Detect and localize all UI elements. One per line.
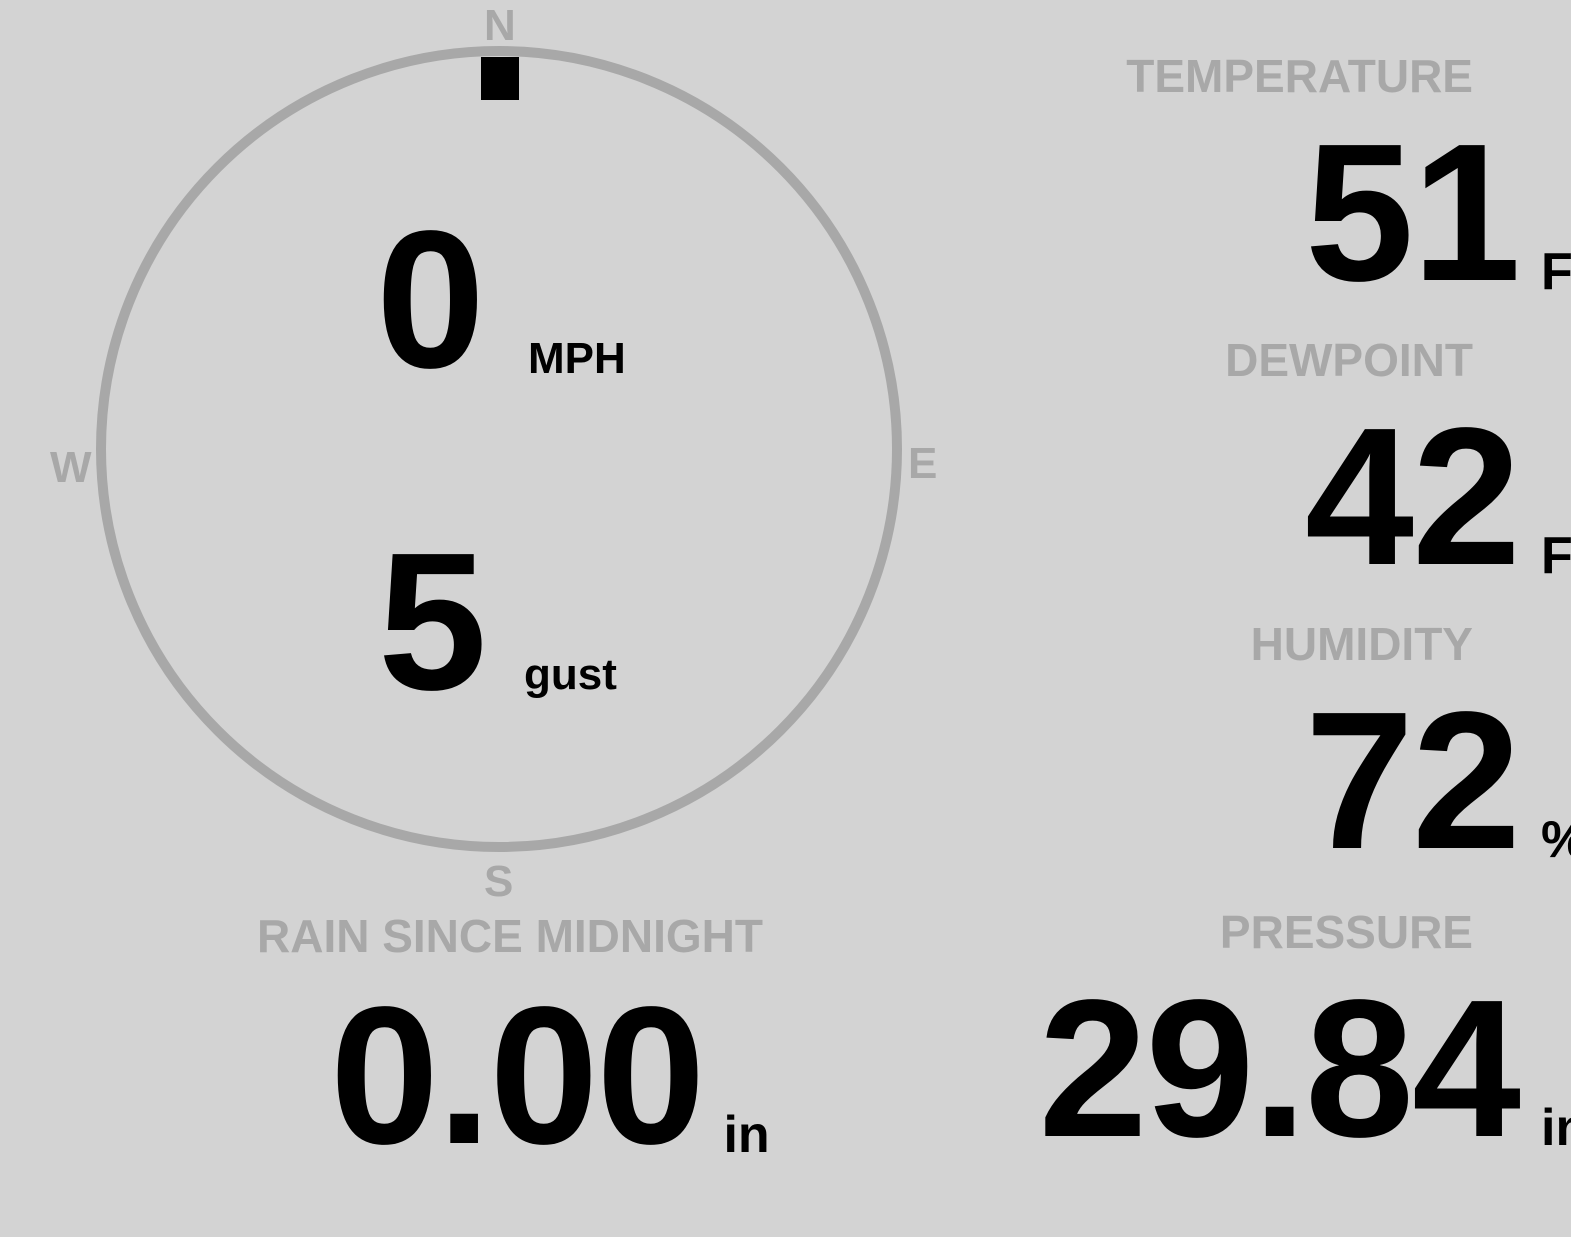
compass-west-label: W	[50, 443, 92, 492]
dewpoint-unit: F	[1541, 526, 1571, 585]
pressure-value: 29.84	[1038, 958, 1521, 1178]
temperature-value: 51	[1304, 102, 1521, 322]
dewpoint-card: DEWPOINT 42 F	[1225, 334, 1571, 606]
temperature-card: TEMPERATURE 51 F	[1126, 50, 1571, 322]
pressure-unit: in	[1541, 1098, 1571, 1157]
compass-north-label: N	[484, 1, 516, 50]
pressure-label: PRESSURE	[1219, 906, 1473, 958]
humidity-card: HUMIDITY 72%	[1250, 618, 1571, 890]
humidity-label: HUMIDITY	[1250, 618, 1473, 670]
pressure-card: PRESSURE 29.84 in	[1039, 906, 1571, 1178]
temperature-label: TEMPERATURE	[1126, 50, 1473, 102]
compass-ring	[96, 46, 902, 852]
rain-card: RAIN SINCE MIDNIGHT	[250, 910, 770, 963]
wind-compass	[96, 46, 902, 852]
temperature-unit: F	[1541, 242, 1571, 301]
rain-value-row: 0.00 in	[330, 966, 773, 1186]
rain-unit: in	[723, 1105, 770, 1164]
dewpoint-value: 42	[1304, 386, 1521, 606]
rain-value: 0.00	[330, 966, 705, 1185]
rain-label: RAIN SINCE MIDNIGHT	[257, 910, 763, 962]
gust-value: 5	[378, 512, 487, 731]
compass-south-label: S	[484, 857, 514, 906]
humidity-value: 72	[1304, 670, 1521, 890]
dewpoint-label: DEWPOINT	[1225, 334, 1473, 386]
wind-speed-unit: MPH	[528, 334, 626, 383]
wind-direction-marker	[481, 57, 519, 100]
humidity-unit: %	[1541, 811, 1571, 871]
gust-unit: gust	[524, 650, 617, 699]
wind-speed-value: 0	[376, 190, 485, 409]
compass-east-label: E	[908, 439, 938, 488]
